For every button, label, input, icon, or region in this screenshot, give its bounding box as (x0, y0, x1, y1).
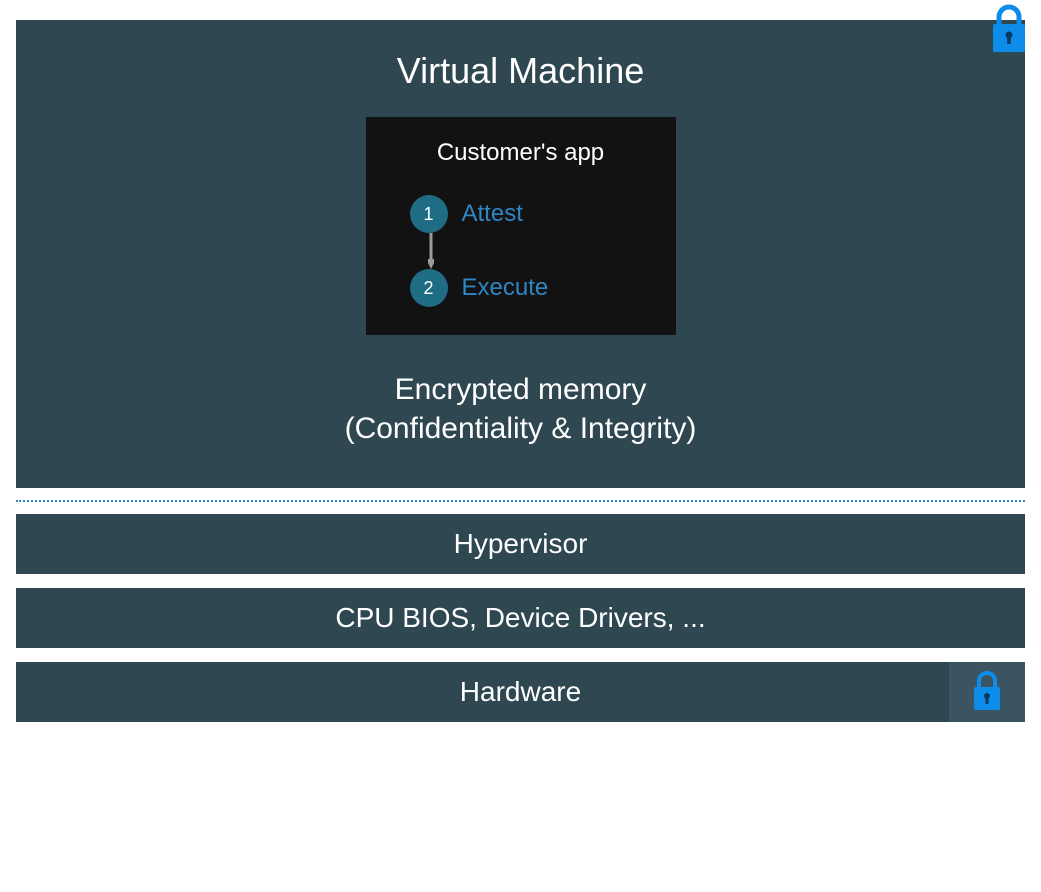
trust-boundary-divider (16, 500, 1025, 502)
customer-app-box: Customer's app 1 Attest 2 Execute (366, 117, 676, 335)
vm-title: Virtual Machine (36, 50, 1005, 92)
app-title: Customer's app (394, 139, 648, 167)
layer-cpu-bios: CPU BIOS, Device Drivers, ... (16, 588, 1025, 648)
step-attest: 1 Attest (410, 195, 648, 233)
step-number-1: 1 (410, 195, 448, 233)
layer-label: CPU BIOS, Device Drivers, ... (335, 602, 705, 633)
encrypted-line2: (Confidentiality & Integrity) (36, 409, 1005, 448)
layer-hypervisor: Hypervisor (16, 514, 1025, 574)
layer-hardware: Hardware (16, 662, 1025, 722)
step-label-execute: Execute (462, 274, 549, 302)
step-number-2: 2 (410, 269, 448, 307)
step-label-attest: Attest (462, 200, 523, 228)
layer-label: Hardware (460, 676, 581, 707)
encrypted-memory-label: Encrypted memory (Confidentiality & Inte… (36, 370, 1005, 448)
lock-icon (985, 2, 1033, 63)
encrypted-line1: Encrypted memory (36, 370, 1005, 409)
hardware-lock-panel (949, 662, 1025, 722)
vm-block: Virtual Machine Customer's app 1 Attest … (16, 20, 1025, 488)
layer-label: Hypervisor (454, 528, 588, 559)
step-execute: 2 Execute (410, 269, 648, 307)
arrow-down-icon (428, 233, 648, 269)
lock-icon (967, 669, 1007, 715)
